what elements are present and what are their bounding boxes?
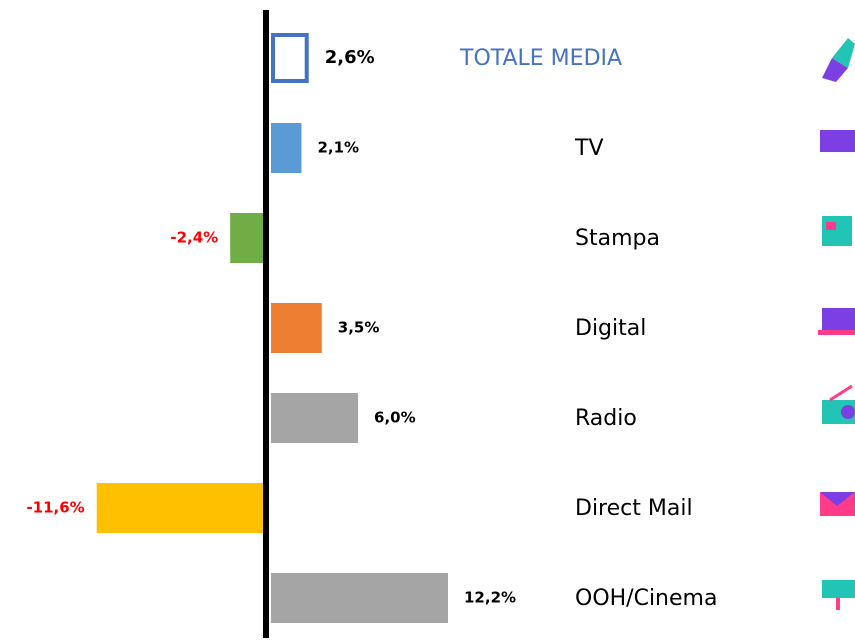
category-label: Stampa xyxy=(575,226,660,251)
value-label: 6,0% xyxy=(374,409,416,427)
value-label: -2,4% xyxy=(170,229,218,247)
value-label: 2,6% xyxy=(325,47,375,68)
icon xyxy=(841,405,855,419)
icon xyxy=(822,216,852,246)
icon xyxy=(818,330,855,335)
value-label: 12,2% xyxy=(464,589,516,607)
category-label: Radio xyxy=(575,406,637,431)
category-label: TOTALE MEDIA xyxy=(459,46,622,71)
bar xyxy=(230,213,265,263)
icon xyxy=(832,38,855,68)
category-label: Digital xyxy=(575,316,646,341)
value-label: -11,6% xyxy=(26,499,84,517)
bar xyxy=(271,303,322,353)
icon xyxy=(822,58,848,82)
bar xyxy=(271,573,448,623)
category-label: TV xyxy=(574,136,604,161)
icon xyxy=(820,130,855,152)
value-label: 2,1% xyxy=(317,139,359,157)
icon xyxy=(829,384,853,402)
bar xyxy=(271,123,302,173)
category-label: Direct Mail xyxy=(575,496,693,521)
bar xyxy=(271,33,309,83)
icon xyxy=(820,492,855,506)
icons xyxy=(818,38,855,610)
icon xyxy=(836,598,840,610)
icon xyxy=(822,580,855,598)
icon xyxy=(822,308,855,330)
value-label: 3,5% xyxy=(338,319,380,337)
bar xyxy=(271,393,359,443)
icon xyxy=(826,222,836,230)
bar xyxy=(96,483,265,533)
category-label: OOH/Cinema xyxy=(575,586,717,611)
